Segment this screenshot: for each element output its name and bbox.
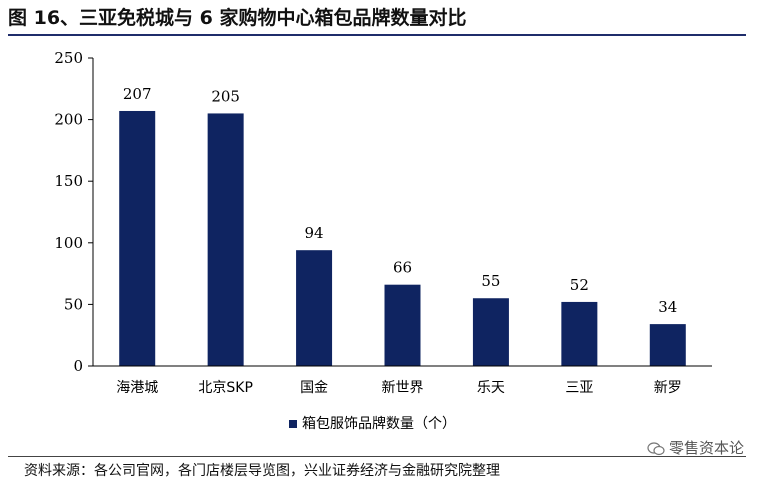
source-note: 资料来源：各公司官网，各门店楼层导览图，兴业证券经济与金融研究院整理 (24, 463, 500, 479)
legend-label: 箱包服饰品牌数量（个） (302, 415, 456, 432)
bar-chart: 0 50 100 150 200 250 207 205 94 66 55 52 34 海港城 北京SK… (54, 49, 712, 432)
bar (384, 284, 421, 366)
bar-value-label: 66 (393, 259, 412, 277)
bar (472, 298, 509, 366)
bar-value-label: 205 (211, 87, 240, 105)
bar-value-label: 34 (658, 298, 677, 316)
x-tick-label: 乐天 (477, 380, 505, 396)
bar-value-label: 207 (123, 85, 152, 103)
wechat-icon (647, 441, 665, 455)
title-divider (8, 34, 746, 36)
y-axis: 0 50 100 150 200 250 (54, 49, 94, 375)
bar-series: 207 205 94 66 55 52 34 (119, 85, 686, 366)
x-tick-label: 新罗 (654, 380, 682, 396)
bar (561, 301, 598, 366)
bar-value-label: 55 (481, 272, 500, 290)
watermark: 零售资本论 (647, 437, 744, 459)
y-tick-label: 0 (73, 357, 83, 375)
x-axis: 海港城 北京SKP 国金 新世界 乐天 三亚 新罗 (93, 365, 712, 396)
x-tick-label: 海港城 (116, 380, 158, 396)
legend-swatch (289, 420, 297, 428)
bar-value-label: 94 (305, 224, 324, 242)
bar-value-label: 52 (570, 276, 589, 294)
y-tick-label: 50 (64, 295, 83, 313)
bar (296, 250, 333, 366)
x-tick-label: 三亚 (565, 380, 593, 396)
watermark-text: 零售资本论 (668, 439, 744, 457)
y-tick-label: 100 (54, 234, 83, 252)
y-tick-label: 150 (54, 172, 83, 190)
y-tick-label: 250 (54, 49, 83, 67)
bar (207, 113, 244, 366)
chart-legend: 箱包服饰品牌数量（个） (289, 415, 456, 432)
source-divider (8, 456, 746, 457)
bar (649, 324, 686, 366)
y-tick-label: 200 (54, 111, 83, 129)
x-tick-label: 北京SKP (198, 380, 253, 396)
bar (119, 110, 156, 366)
page-title: 图 16、三亚免税城与 6 家购物中心箱包品牌数量对比 (8, 7, 467, 29)
x-tick-label: 新世界 (382, 380, 424, 396)
x-tick-label: 国金 (300, 380, 328, 396)
